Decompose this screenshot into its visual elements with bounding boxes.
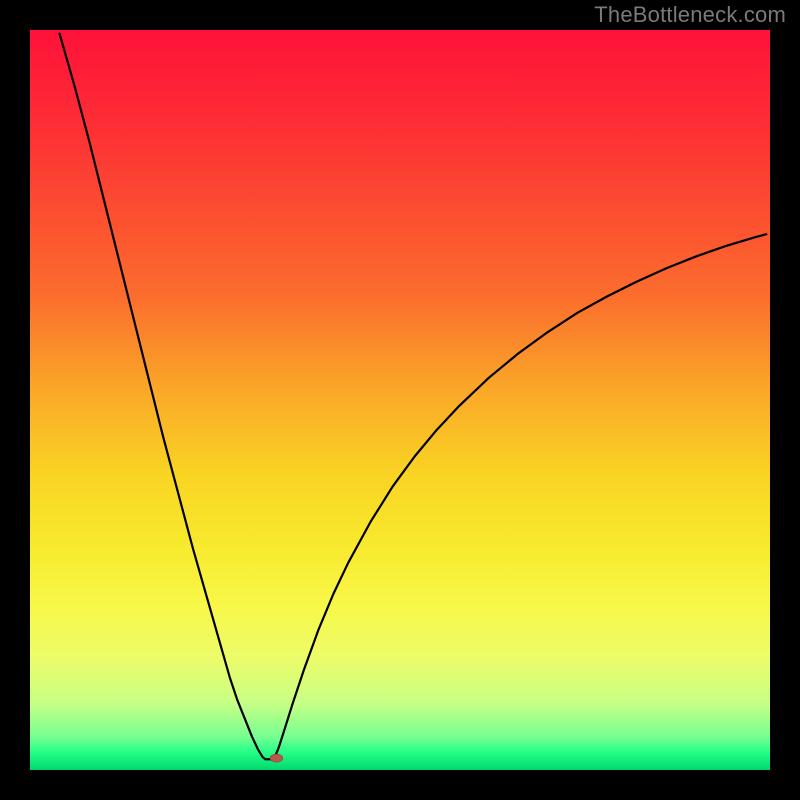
watermark-text: TheBottleneck.com (594, 2, 786, 28)
optimum-marker (270, 754, 283, 762)
chart-frame: TheBottleneck.com (0, 0, 800, 800)
bottleneck-chart-svg (30, 30, 770, 770)
chart-background (30, 30, 770, 770)
plot-area (30, 30, 770, 770)
